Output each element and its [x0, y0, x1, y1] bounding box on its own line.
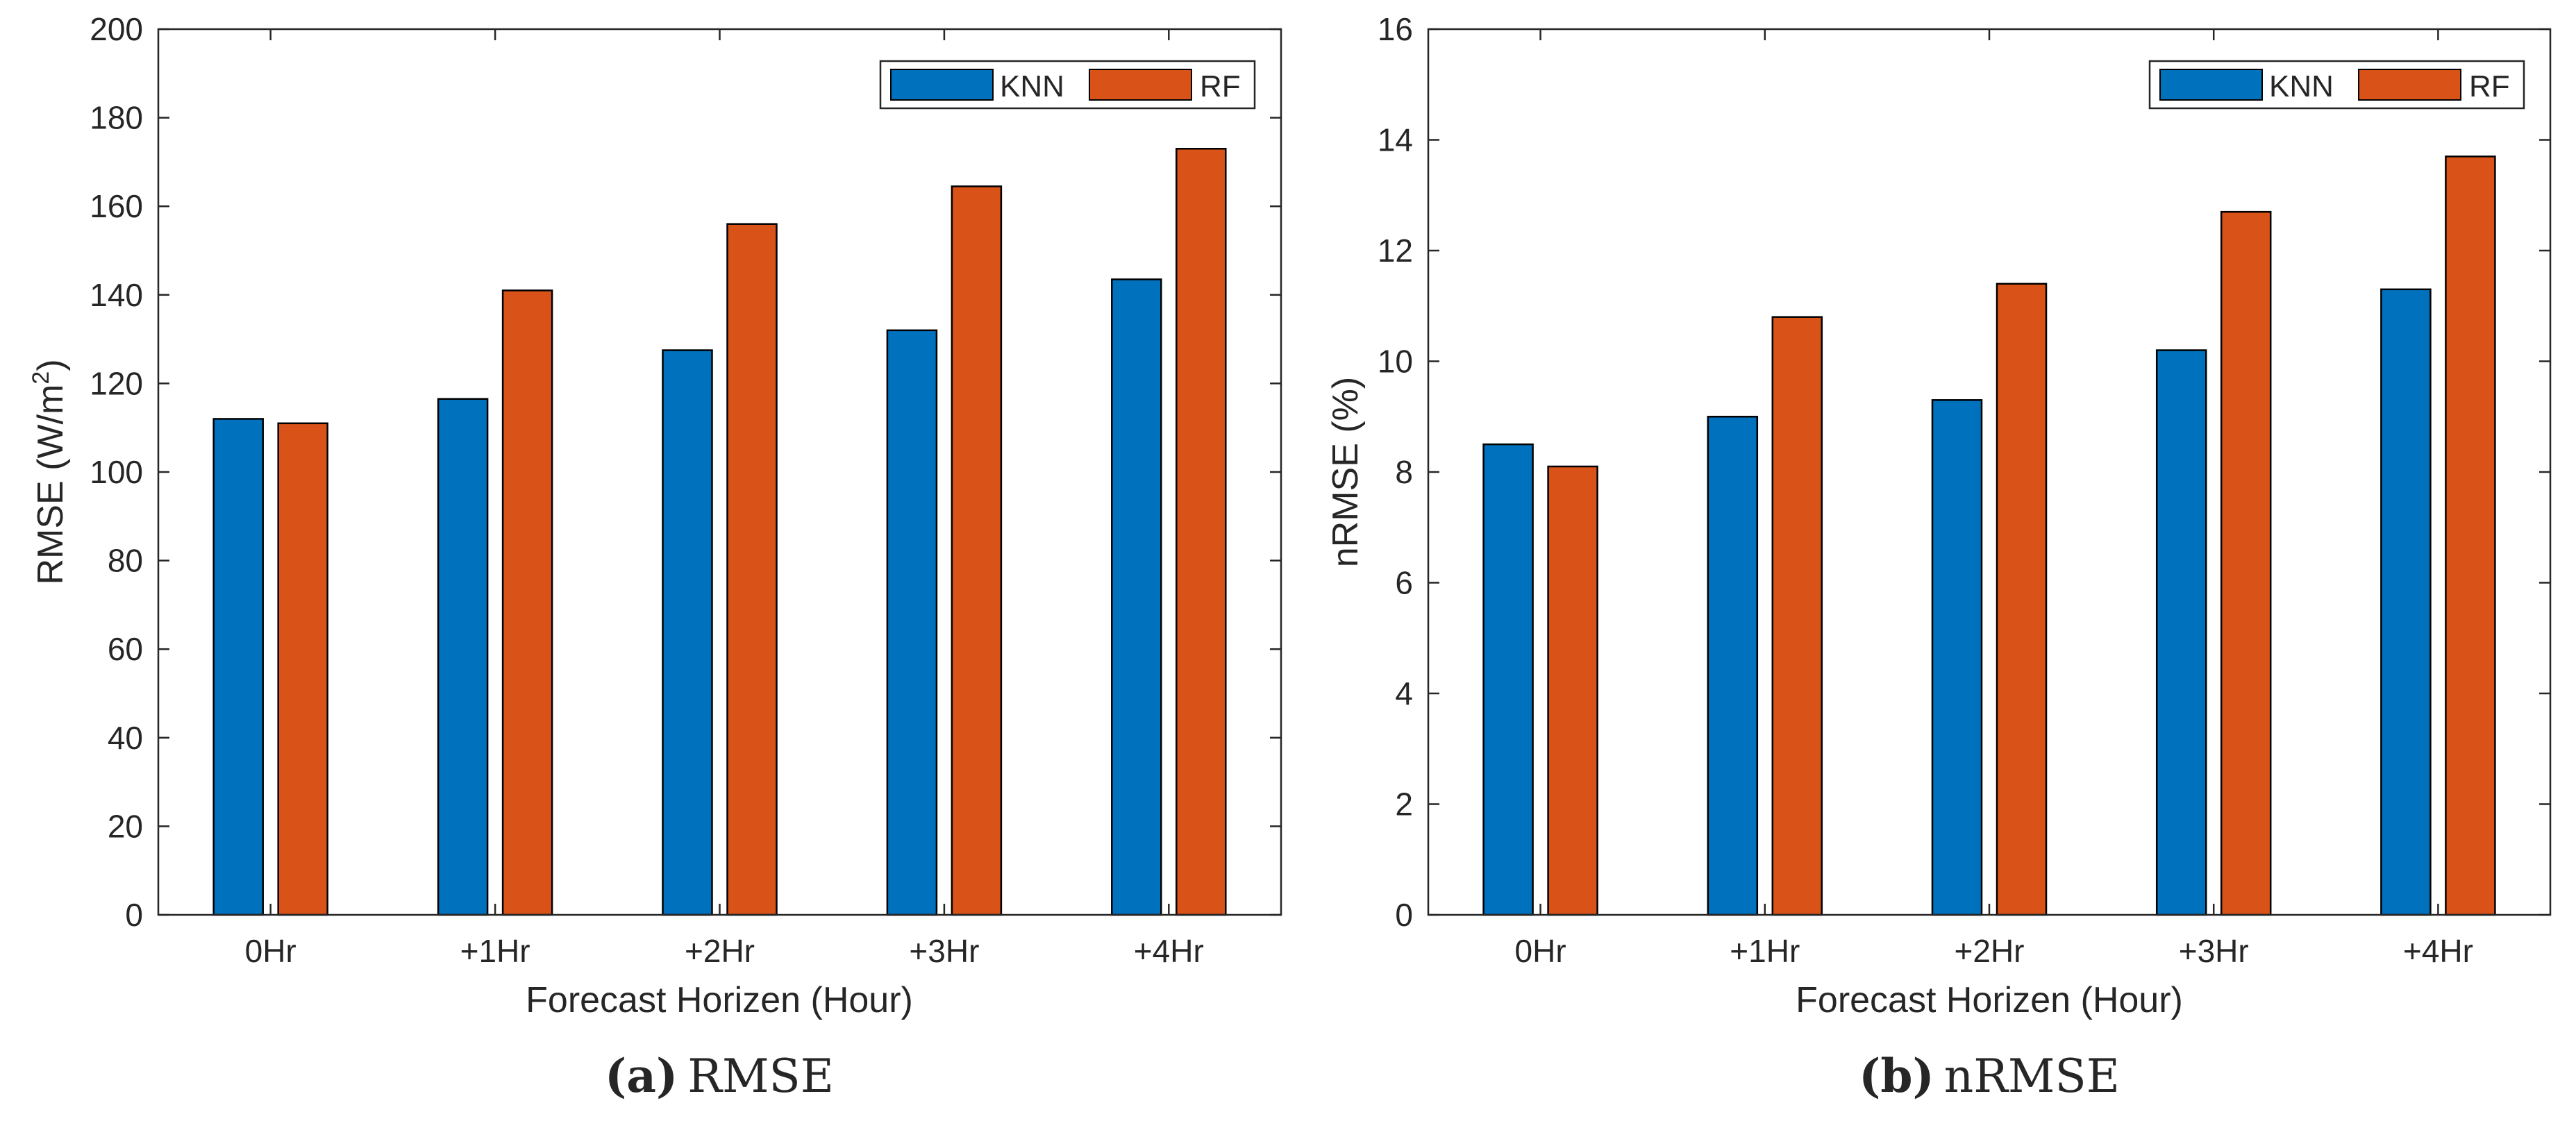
x-tick-label: +2Hr — [1955, 933, 2025, 969]
y-tick-label: 12 — [1378, 233, 1413, 269]
legend-swatch-rf — [2358, 69, 2461, 101]
legend: KNN RF — [879, 60, 1256, 110]
plot-frame — [157, 28, 1282, 916]
y-tick-label: 16 — [1378, 11, 1413, 47]
x-ticks: 0Hr +1Hr +2Hr +3Hr +4Hr — [1515, 29, 2473, 969]
caption-label: (b) — [1859, 1049, 1934, 1103]
y-tick-label: 60 — [108, 631, 143, 667]
y-tick-label: 6 — [1395, 565, 1413, 601]
bar-knn-4 — [2380, 288, 2432, 916]
x-axis-label: Forecast Horizen (Hour) — [526, 980, 913, 1020]
y-axis-label-main: RMSE (W/m — [31, 385, 71, 585]
bar-rf-2 — [726, 223, 778, 916]
y-tick-label: 8 — [1395, 454, 1413, 490]
bar-knn-1 — [437, 398, 489, 916]
y-tick-label: 180 — [90, 100, 143, 136]
bar-rf-1 — [1771, 316, 1823, 916]
x-tick-label: 0Hr — [1515, 933, 1566, 969]
x-tick-label: +4Hr — [2403, 933, 2473, 969]
y-ticks: 0 2 4 6 8 10 12 14 16 — [1378, 11, 2550, 933]
bar-rf-4 — [2445, 155, 2496, 916]
bar-rf-0 — [277, 422, 328, 916]
bar-group — [212, 148, 1227, 916]
caption: (b) nRMSE — [1859, 1049, 2120, 1103]
legend: KNN RF — [2148, 60, 2525, 110]
bar-rf-0 — [1547, 465, 1598, 916]
y-tick-label: 120 — [90, 365, 143, 401]
legend-label-knn: KNN — [2269, 69, 2334, 103]
y-tick-label: 14 — [1378, 122, 1413, 158]
y-axis-label-main: nRMSE (%) — [1325, 377, 1366, 567]
bar-rf-2 — [1996, 283, 2048, 916]
caption-label: (a) — [605, 1049, 678, 1103]
bar-knn-0 — [212, 418, 264, 916]
legend-label-knn: KNN — [1000, 69, 1064, 103]
y-tick-label: 80 — [108, 543, 143, 579]
y-axis-label-superscript: 2 — [28, 371, 54, 385]
y-tick-label: 200 — [90, 11, 143, 47]
bar-knn-4 — [1111, 278, 1162, 916]
bar-group — [1482, 155, 2496, 916]
bar-knn-2 — [662, 349, 713, 916]
caption-text: nRMSE — [1944, 1050, 2120, 1103]
bar-knn-3 — [886, 329, 938, 916]
x-tick-label: +3Hr — [2179, 933, 2249, 969]
chart-panel-rmse: 0 20 40 60 80 100 120 140 160 180 200 0Hr +1Hr +2Hr +… — [28, 11, 1282, 1103]
y-tick-label: 40 — [108, 720, 143, 756]
x-tick-label: +2Hr — [685, 933, 755, 969]
legend-swatch-knn — [2159, 69, 2263, 101]
legend-label-rf: RF — [1200, 69, 1241, 103]
bar-knn-2 — [1931, 399, 1983, 916]
bar-rf-1 — [501, 289, 553, 916]
x-tick-label: +1Hr — [1730, 933, 1800, 969]
bar-knn-3 — [2155, 349, 2207, 916]
legend-swatch-knn — [890, 69, 994, 101]
y-tick-label: 2 — [1395, 786, 1413, 823]
y-axis-label: nRMSE (%) — [1325, 377, 1366, 567]
x-tick-label: +4Hr — [1134, 933, 1204, 969]
x-tick-label: +3Hr — [909, 933, 979, 969]
x-tick-label: 0Hr — [245, 933, 296, 969]
y-tick-label: 10 — [1378, 344, 1413, 380]
bar-rf-4 — [1176, 148, 1227, 916]
y-tick-label: 0 — [125, 897, 143, 933]
bar-knn-1 — [1707, 416, 1759, 916]
bar-rf-3 — [2220, 210, 2272, 916]
bar-rf-3 — [951, 185, 1003, 916]
y-axis-label-tail: ) — [31, 359, 71, 371]
y-tick-label: 4 — [1395, 675, 1413, 711]
y-tick-label: 140 — [90, 277, 143, 313]
x-axis-label: Forecast Horizen (Hour) — [1796, 980, 2183, 1020]
legend-swatch-rf — [1089, 69, 1192, 101]
caption: (a) RMSE — [605, 1049, 834, 1103]
x-ticks: 0Hr +1Hr +2Hr +3Hr +4Hr — [245, 29, 1204, 969]
legend-label-rf: RF — [2469, 69, 2510, 103]
y-ticks: 0 20 40 60 80 100 120 140 160 180 200 — [90, 11, 1281, 933]
plot-area — [1428, 29, 2550, 915]
y-tick-label: 100 — [90, 454, 143, 490]
plot-area — [158, 29, 1281, 915]
bar-knn-0 — [1482, 443, 1534, 916]
y-axis-label: RMSE (W/m2) — [28, 359, 71, 584]
plot-frame — [1427, 28, 2552, 916]
chart-panel-nrmse: 0 2 4 6 8 10 12 14 16 0Hr +1Hr +2Hr +3Hr +4Hr Foreca… — [1325, 11, 2552, 1103]
y-tick-label: 20 — [108, 808, 143, 844]
y-tick-label: 160 — [90, 188, 143, 224]
caption-text: RMSE — [687, 1050, 834, 1103]
x-tick-label: +1Hr — [460, 933, 530, 969]
y-tick-label: 0 — [1395, 897, 1413, 933]
